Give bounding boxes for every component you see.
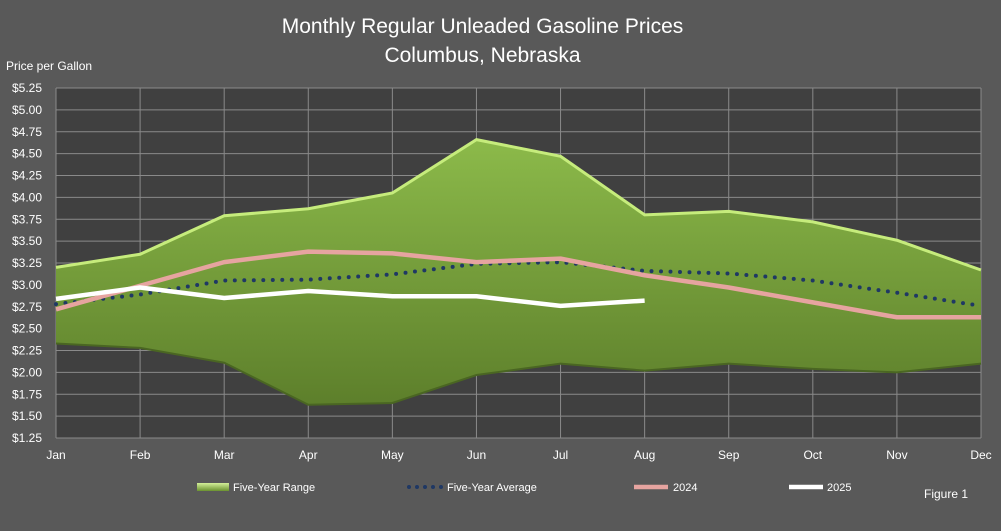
y-tick-label: $4.25	[12, 169, 42, 183]
y-tick-label: $2.50	[12, 322, 42, 336]
y-tick-label: $3.50	[12, 234, 42, 248]
y-tick-label: $4.00	[12, 190, 42, 204]
y-axis-label: Price per Gallon	[6, 59, 93, 73]
series-line-2025	[55, 285, 645, 309]
x-tick-label: May	[381, 448, 404, 462]
y-tick-label: $2.25	[12, 344, 42, 358]
y-tick-labels: $1.25 $1.50 $1.75 $2.00 $2.25 $2.50 $2.75 $3.00…	[12, 81, 42, 445]
y-tick-label: $1.50	[12, 409, 42, 423]
y-tick-label: $5.00	[12, 103, 42, 117]
y-tick-label: $4.75	[12, 125, 42, 139]
x-tick-label: Jun	[467, 448, 486, 462]
legend: Five-Year Range Five-Year Average 2024 2025	[197, 482, 851, 494]
x-tick-label: Aug	[634, 448, 655, 462]
x-tick-label: Feb	[130, 448, 151, 462]
y-tick-label: $2.75	[12, 300, 42, 314]
series-line-five-year-average	[54, 260, 983, 308]
chart-title-line-1: Monthly Regular Unleaded Gasoline Prices	[281, 15, 684, 38]
x-tick-label: Mar	[214, 448, 235, 462]
y-tick-label: $2.00	[12, 365, 42, 379]
five-year-range-lower-edge	[55, 342, 982, 406]
y-tick-label: $5.25	[12, 81, 42, 95]
y-tick-label: $3.00	[12, 278, 42, 292]
y-tick-label: $3.75	[12, 212, 42, 226]
series-line-2024	[55, 249, 981, 320]
five-year-range-layer	[55, 138, 982, 406]
legend-label-2025: 2025	[827, 482, 851, 494]
chart-title: Monthly Regular Unleaded Gasoline Prices…	[0, 12, 965, 70]
legend-label-five-year-range: Five-Year Range	[233, 482, 315, 494]
y-tick-label: $4.50	[12, 147, 42, 161]
x-tick-label: Oct	[803, 448, 822, 462]
chart-title-line-2: Columbus, Nebraska	[384, 44, 581, 67]
five-year-range-area	[56, 139, 981, 405]
legend-label-five-year-average: Five-Year Average	[447, 482, 537, 494]
x-tick-label: Sep	[718, 448, 740, 462]
series-lines-layer	[54, 249, 983, 320]
x-tick-label: Dec	[970, 448, 991, 462]
x-tick-label: Nov	[886, 448, 907, 462]
x-tick-labels: Jan Feb Mar Apr May Jun Jul Aug Sep Oct Nov Dec	[46, 448, 991, 462]
y-tick-label: $1.75	[12, 387, 42, 401]
x-tick-label: Jan	[46, 448, 65, 462]
x-tick-label: Apr	[299, 448, 318, 462]
y-tick-label: $1.25	[12, 431, 42, 445]
figure-label: Figure 1	[924, 487, 969, 501]
legend-label-2024: 2024	[673, 482, 697, 494]
x-tick-label: Jul	[553, 448, 568, 462]
y-tick-label: $3.25	[12, 256, 42, 270]
legend-swatch-five-year-range	[197, 483, 229, 491]
five-year-range-upper-edge	[55, 138, 982, 272]
